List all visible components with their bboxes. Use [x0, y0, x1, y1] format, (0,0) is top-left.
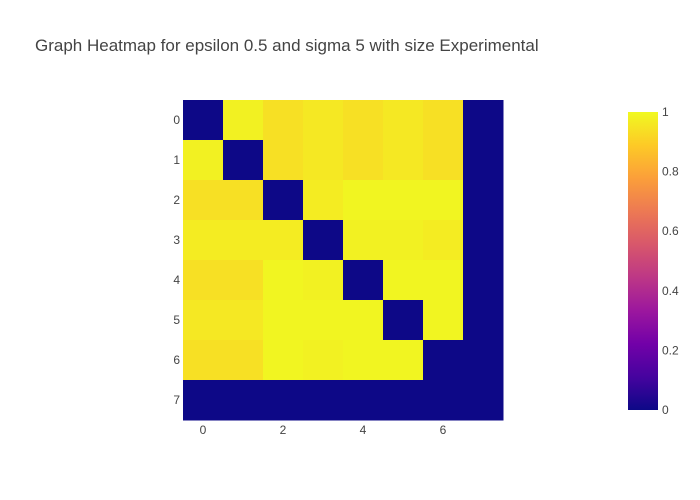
heatmap-cell — [343, 100, 384, 141]
y-tick-label: 2 — [173, 193, 180, 207]
colorbar-tick-label: 0 — [662, 403, 669, 417]
heatmap-cell — [383, 180, 424, 221]
heatmap-cell — [223, 100, 264, 141]
heatmap-cell — [223, 380, 264, 421]
heatmap-cell — [463, 260, 504, 301]
heatmap-cell — [303, 380, 344, 421]
x-tick-label: 4 — [360, 423, 367, 437]
heatmap-cell — [183, 220, 224, 261]
heatmap-cell — [423, 100, 464, 141]
heatmap-cell — [263, 380, 304, 421]
heatmap-cell — [263, 180, 304, 221]
heatmap-cell — [183, 300, 224, 341]
heatmap-cell — [303, 300, 344, 341]
heatmap-cell — [383, 300, 424, 341]
heatmap-cell — [303, 180, 344, 221]
heatmap-cell — [223, 140, 264, 181]
heatmap-cell — [223, 340, 264, 381]
heatmap-cell — [263, 220, 304, 261]
heatmap-cell — [383, 140, 424, 181]
y-tick-label: 5 — [173, 313, 180, 327]
y-tick-label: 3 — [173, 233, 180, 247]
y-tick-label: 6 — [173, 353, 180, 367]
heatmap-cell — [303, 220, 344, 261]
colorbar-tick-label: 0.8 — [662, 165, 679, 179]
y-tick-label: 0 — [173, 113, 180, 127]
heatmap-cell — [423, 220, 464, 261]
heatmap-cell — [383, 380, 424, 421]
heatmap-cell — [303, 260, 344, 301]
chart-title: Graph Heatmap for epsilon 0.5 and sigma … — [35, 36, 539, 55]
x-tick-label: 2 — [280, 423, 287, 437]
heatmap-cell — [343, 220, 384, 261]
heatmap-cells — [183, 100, 504, 421]
x-axis-ticks: 0 2 4 6 — [200, 423, 447, 437]
heatmap-cell — [423, 180, 464, 221]
heatmap-cell — [183, 380, 224, 421]
heatmap-cell — [343, 380, 384, 421]
y-axis-ticks: 0 1 2 3 4 5 6 7 — [173, 113, 180, 407]
heatmap-cell — [303, 340, 344, 381]
heatmap-cell — [423, 140, 464, 181]
heatmap-cell — [183, 340, 224, 381]
x-tick-label: 6 — [440, 423, 447, 437]
heatmap-cell — [263, 340, 304, 381]
heatmap-cell — [423, 340, 464, 381]
heatmap-cell — [343, 180, 384, 221]
y-tick-label: 4 — [173, 273, 180, 287]
heatmap-cell — [303, 140, 344, 181]
heatmap-cell — [463, 340, 504, 381]
heatmap-cell — [183, 140, 224, 181]
heatmap-cell — [343, 340, 384, 381]
colorbar-tick-label: 0.4 — [662, 284, 679, 298]
y-tick-label: 7 — [173, 393, 180, 407]
x-tick-label: 0 — [200, 423, 207, 437]
heatmap-cell — [463, 380, 504, 421]
heatmap-cell — [183, 100, 224, 141]
heatmap-cell — [183, 260, 224, 301]
heatmap-cell — [303, 100, 344, 141]
heatmap-cell — [183, 180, 224, 221]
colorbar-tick-label: 0.2 — [662, 343, 679, 357]
heatmap-cell — [423, 260, 464, 301]
heatmap-cell — [383, 340, 424, 381]
heatmap-cell — [383, 220, 424, 261]
heatmap-cell — [423, 300, 464, 341]
heatmap-cell — [223, 180, 264, 221]
heatmap-cell — [263, 300, 304, 341]
heatmap-cell — [343, 140, 384, 181]
heatmap-cell — [463, 100, 504, 141]
colorbar-tick-label: 1 — [662, 105, 669, 119]
heatmap-cell — [343, 300, 384, 341]
heatmap-cell — [423, 380, 464, 421]
heatmap-cell — [463, 300, 504, 341]
heatmap-cell — [463, 180, 504, 221]
heatmap-cell — [343, 260, 384, 301]
heatmap-cell — [223, 220, 264, 261]
heatmap-cell — [223, 260, 264, 301]
colorbar — [628, 112, 658, 410]
heatmap-cell — [263, 140, 304, 181]
heatmap-cell — [263, 100, 304, 141]
colorbar-tick-label: 0.6 — [662, 224, 679, 238]
y-tick-label: 1 — [173, 153, 180, 167]
colorbar-ticks: 0 0.2 0.4 0.6 0.8 1 — [662, 105, 679, 417]
heatmap-cell — [383, 260, 424, 301]
heatmap-cell — [263, 260, 304, 301]
heatmap-cell — [383, 100, 424, 141]
heatmap-cell — [463, 140, 504, 181]
heatmap-cell — [223, 300, 264, 341]
heatmap-cell — [463, 220, 504, 261]
